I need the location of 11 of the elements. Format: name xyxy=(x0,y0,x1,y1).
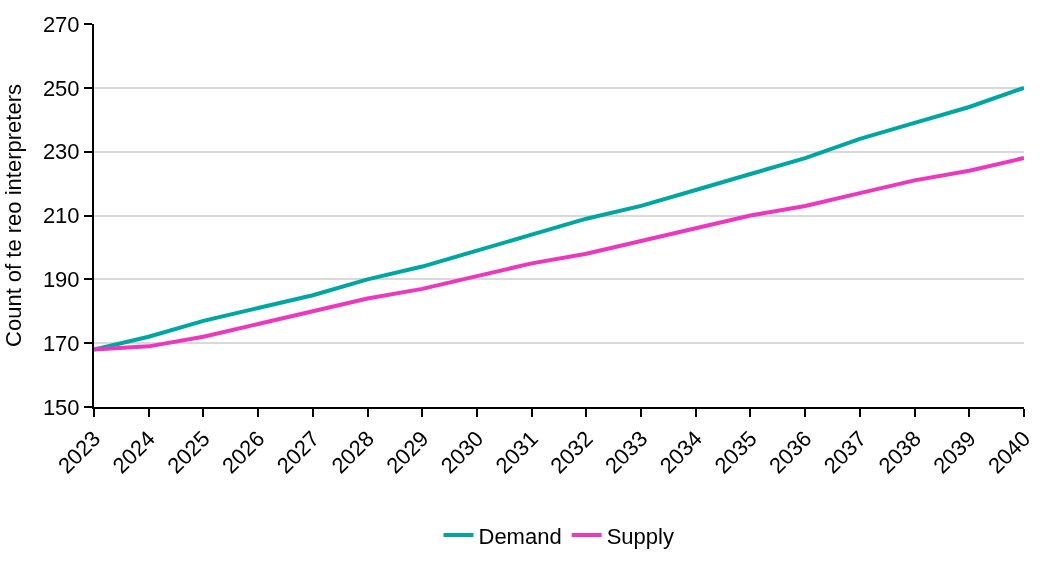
y-tick-label: 230 xyxy=(42,139,80,165)
line-series xyxy=(94,156,1024,352)
y-tick-label: 150 xyxy=(42,394,80,420)
y-axis-title: Count of te reo interpreters xyxy=(1,84,27,347)
y-tick-label: 170 xyxy=(42,330,80,356)
y-tick-label: 270 xyxy=(42,11,80,37)
y-tick-label: 210 xyxy=(42,203,80,229)
legend-label: Supply xyxy=(606,523,674,549)
y-tick-label: 250 xyxy=(42,75,80,101)
y-tick-label: 190 xyxy=(42,267,80,293)
legend-label: Demand xyxy=(478,523,562,549)
